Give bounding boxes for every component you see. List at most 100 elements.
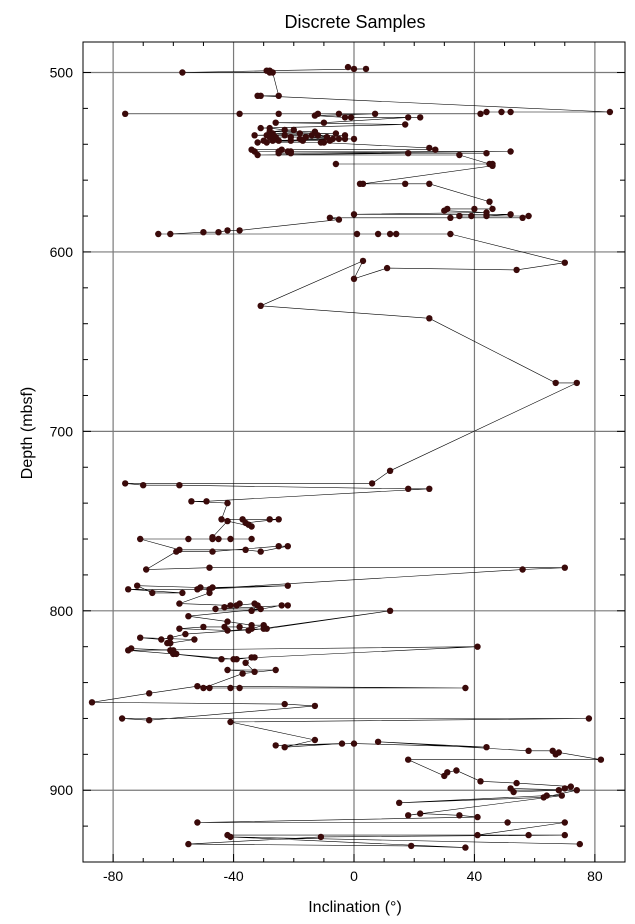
data-point [573,379,580,387]
data-point [456,812,463,819]
y-tick-label: 500 [50,65,74,81]
data-point [462,844,469,851]
data-point [432,146,439,153]
data-point [284,582,291,589]
data-point [158,636,165,643]
data-point [266,516,273,523]
data-point [447,230,454,238]
data-point [176,600,183,607]
data-point [224,227,231,234]
data-point [257,605,264,613]
data-point [146,690,153,697]
data-point [236,110,243,118]
data-point [311,702,319,710]
data-point [350,211,358,218]
data-point [456,151,463,159]
data-point [347,114,355,121]
series-points [88,63,614,851]
data-point [122,480,129,487]
data-point [251,132,258,139]
data-point [314,132,322,139]
data-point [371,110,379,118]
data-point [402,180,409,187]
x-axis-title: Inclination (°) [308,899,402,916]
data-point [507,211,514,218]
data-point [281,132,288,139]
data-point [474,813,481,821]
x-tick-label: 0 [350,868,358,884]
data-point [573,787,580,794]
data-point [275,543,282,550]
data-point [543,792,550,799]
data-point [167,230,174,238]
data-point [269,69,276,76]
data-point [558,792,565,799]
y-axis-title: Depth (mbsf) [19,387,36,479]
data-point [477,778,484,785]
data-point [284,543,291,550]
data-point [185,535,192,543]
data-point [272,742,279,749]
data-point [248,654,255,661]
data-point [555,749,562,756]
data-point [408,842,415,850]
data-point [182,630,189,638]
data-point [224,618,231,625]
data-point [137,634,144,641]
data-point [368,480,376,487]
data-point [203,498,210,505]
chart-title: Discrete Samples [284,12,425,32]
data-point [326,214,334,221]
data-point [498,108,505,116]
data-point [140,482,147,489]
data-point [519,214,526,221]
axis-ticks [82,42,626,863]
data-point [341,114,349,121]
data-point [185,840,192,848]
data-point [386,607,394,614]
data-point [383,264,391,272]
data-point [405,812,412,819]
data-point [218,516,225,523]
data-point [281,744,288,751]
data-point [474,643,481,650]
data-point [275,150,282,157]
y-tick-label: 600 [50,244,74,260]
data-point [525,831,532,839]
data-point [233,656,240,663]
data-point [257,548,264,555]
data-point [474,831,481,839]
y-tick-label: 700 [50,423,74,439]
data-point [122,110,129,118]
data-point [134,582,141,589]
data-point [200,684,207,692]
data-point [326,137,334,144]
data-point [426,485,433,492]
data-point [525,747,532,754]
data-point [374,738,382,745]
data-point [374,230,382,238]
data-point [519,566,526,573]
data-point [350,65,358,73]
data-point [344,63,352,71]
data-point [236,227,243,234]
y-tick-label: 900 [50,782,74,798]
data-point [224,499,231,507]
data-point [417,114,424,121]
data-point [405,485,412,492]
tick-labels: -80 -40 0 40 80 500 600 700 800 900 [50,65,603,884]
data-point [486,198,493,205]
data-point [393,230,400,238]
data-point [242,659,249,666]
data-point [453,767,460,774]
data-point [320,119,328,126]
data-point [287,150,294,157]
data-point [281,126,288,134]
data-point [248,523,255,530]
data-point [269,137,276,144]
data-point [248,607,255,614]
data-point [417,810,424,817]
data-point [317,833,325,841]
data-point [275,110,282,118]
data-point [206,589,213,597]
